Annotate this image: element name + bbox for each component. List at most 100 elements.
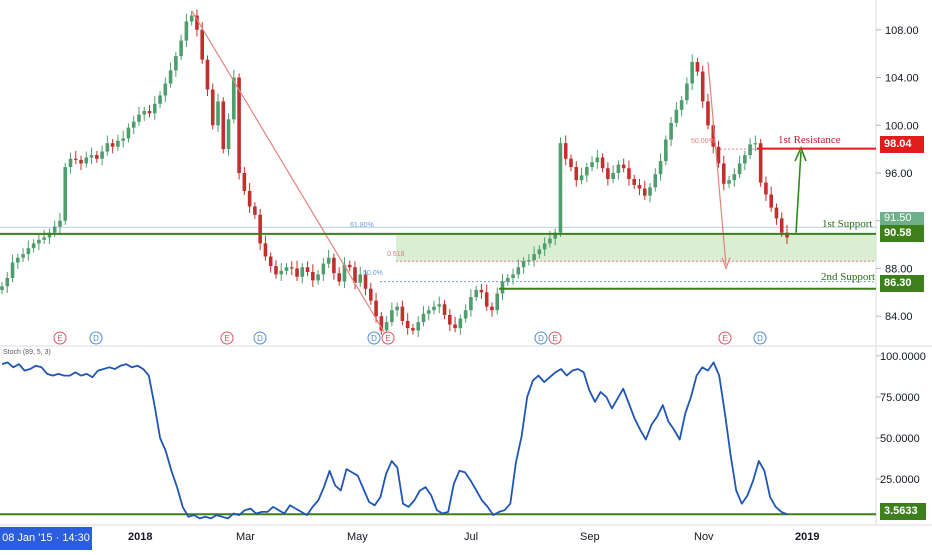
candle-body [316,274,320,281]
cursor-time-badge[interactable]: 08 Jan '15 · 14:30 [0,527,92,550]
candle-body [337,273,341,282]
oscillator [1,361,788,520]
candle-body [131,121,136,128]
event-marker-label: E [385,334,390,343]
candle-body [368,288,373,301]
candle-body [184,21,189,41]
candle-body [274,266,278,275]
fib-small-label: 50.0% [363,270,383,277]
candle-body [311,272,315,281]
fib-50-label: 50.00% [691,138,715,145]
candle-body [195,15,199,30]
candle-body [95,155,99,159]
dividend-marker[interactable] [89,331,103,345]
candle-body [606,168,610,179]
candle-body [26,248,31,255]
candle-body [200,29,205,60]
candle-body [548,238,552,244]
osc-tick-label: 50.0000 [880,433,920,445]
candle-body [168,70,173,84]
candle-body [221,101,226,150]
last-price-badge: 91.50 [880,212,924,225]
candle-body [637,184,642,189]
candle-body [16,257,20,263]
candle-body [347,264,352,268]
candle-body [558,143,563,233]
candle-body [405,320,410,329]
price-tick-label: 108.00 [885,25,919,37]
candle-body [653,174,658,188]
candle-body [642,188,647,196]
candle-body [448,314,452,325]
earnings-marker[interactable] [220,331,234,345]
candle-body [110,143,115,147]
dividend-marker[interactable] [253,331,267,345]
projection-up-arrow [795,151,802,233]
dividend-marker[interactable] [367,331,381,345]
event-marker-label: E [552,334,557,343]
candle-body [289,267,294,269]
candle-body [189,15,194,22]
earnings-marker[interactable] [53,331,67,345]
candle-body [769,194,773,208]
earnings-marker[interactable] [548,331,562,345]
candle-body [469,297,473,311]
candle-body [542,243,547,250]
candle-body [379,316,384,331]
event-marker-label: D [538,334,544,343]
candle-body [421,313,426,323]
candle-body [105,143,110,152]
candle-body [511,274,515,278]
earnings-marker[interactable] [718,331,732,345]
candle-body [779,218,784,233]
candle-body [716,146,721,164]
projection-down-arrow-head [721,257,731,271]
candle-body [73,158,78,160]
earnings-marker[interactable] [381,331,395,345]
candle-body [210,89,215,126]
candle-body [785,232,789,238]
candle-body [47,232,52,238]
candle-body [611,173,615,179]
resistance-label: 1st Resistance [778,134,841,146]
candle-body [321,263,326,275]
osc-tick-label: 75.0000 [880,392,920,404]
candle-body [416,322,421,331]
dividend-marker[interactable] [534,331,548,345]
candle-body [52,226,57,233]
downtrend-line [191,10,386,334]
candle-body [711,125,716,147]
candle-body [100,151,104,159]
oscillator-value-badge: 3.5633 [880,503,926,520]
oscillator-title: Stoch (89, 5, 3) [3,349,51,356]
candle-body [242,173,247,191]
candle-body [42,237,46,240]
candle-body [89,155,94,158]
time-label-2018: 2018 [128,531,153,543]
candle-body [737,163,742,175]
candle-body [68,158,73,168]
candle-body [268,256,273,267]
candle-body [142,110,147,115]
candle-body [126,127,131,139]
support2-label: 2nd Support [821,271,876,283]
candle-body [21,254,25,258]
candle-body [563,143,568,159]
candle-body [627,168,631,179]
candle-body [700,71,705,102]
axis-ticks: 108.00104.00100.0096.0092.0088.0084.0010… [876,25,926,486]
candle-body [232,77,236,120]
candle-body [527,260,531,262]
dividend-marker[interactable] [753,331,767,345]
time-label-may: May [347,531,368,543]
candle-body [137,114,141,122]
candle-body [516,267,521,275]
candle-body [358,274,363,283]
level-lines [0,147,876,516]
candle-body [748,144,752,156]
candle-body [774,207,779,219]
